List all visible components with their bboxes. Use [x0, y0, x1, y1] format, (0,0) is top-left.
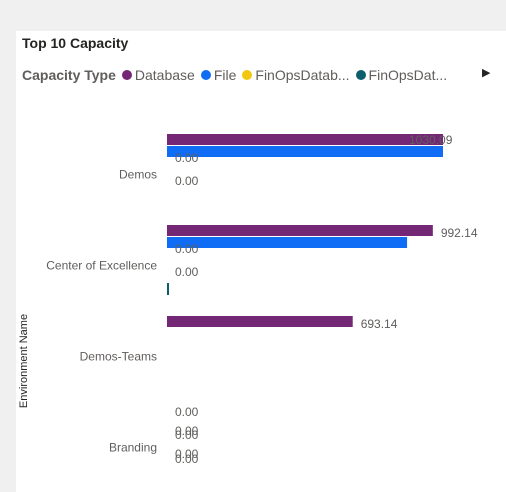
category-label: Branding — [109, 441, 157, 455]
data-label: 0.00 — [175, 151, 199, 165]
y-axis-title: Environment Name — [18, 314, 30, 408]
chevron-right-icon[interactable]: ▶ — [482, 67, 491, 79]
legend-item-database[interactable]: Database — [121, 67, 195, 83]
category-label: Demos — [119, 168, 157, 182]
legend-dot — [121, 70, 132, 80]
capacity-chart-card: Top 10 Capacity Capacity Type Database F… — [16, 31, 506, 492]
legend-item-finopsdatabase[interactable]: FinOpsDatab... — [242, 67, 350, 83]
legend-item-finopsdata[interactable]: FinOpsDat... — [355, 67, 447, 83]
data-label: 992.14 — [441, 226, 478, 240]
legend-dot — [355, 70, 366, 80]
data-label: 0.00 — [175, 242, 199, 256]
bar-chart: Environment Name Demos Center of Excellenc… — [18, 133, 478, 466]
legend-title: Capacity Type — [22, 67, 116, 83]
data-label: 0.00 — [175, 428, 199, 442]
data-label: 0.00 — [175, 174, 199, 188]
bar-finopsdat-stub — [167, 283, 169, 295]
legend: Capacity Type Database File FinOpsDatab.… — [22, 66, 492, 84]
legend-item-file[interactable]: File — [200, 67, 236, 83]
data-label: 0.00 — [175, 405, 199, 419]
data-label: 693.14 — [361, 317, 398, 331]
bar-database — [167, 225, 433, 236]
data-label: 0.00 — [175, 447, 199, 461]
category-label: Demos-Teams — [80, 350, 157, 364]
bar-database — [167, 134, 443, 145]
legend-dot — [242, 70, 253, 80]
legend-dot — [200, 70, 211, 80]
chart-title: Top 10 Capacity — [22, 35, 129, 51]
bar-file — [167, 146, 443, 157]
bar-file — [167, 237, 408, 248]
category-label: Center of Excellence — [46, 259, 157, 273]
data-label: 0.00 — [175, 424, 199, 438]
data-label: 0.00 — [175, 265, 199, 279]
bar-database — [167, 316, 353, 327]
data-label: 1030.09 — [409, 133, 453, 147]
data-label: 0.00 — [175, 452, 199, 466]
